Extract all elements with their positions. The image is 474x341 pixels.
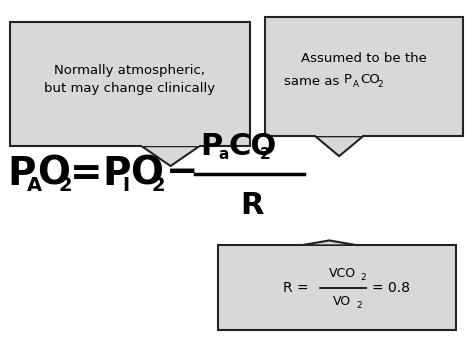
Text: 2: 2	[260, 147, 271, 162]
Text: 2: 2	[378, 80, 383, 89]
Text: 2: 2	[356, 301, 362, 310]
Text: 2: 2	[58, 176, 72, 195]
Text: O: O	[36, 155, 70, 193]
Text: 2: 2	[360, 273, 365, 282]
Text: −: −	[165, 153, 198, 191]
Text: VO: VO	[333, 295, 351, 308]
Text: VCO: VCO	[328, 267, 356, 280]
Text: CO: CO	[360, 73, 380, 86]
Text: P: P	[102, 155, 131, 193]
Text: CO: CO	[228, 132, 276, 161]
Text: R: R	[240, 191, 264, 220]
Polygon shape	[315, 136, 363, 156]
Text: same as: same as	[284, 75, 344, 88]
Polygon shape	[316, 133, 363, 136]
Text: P: P	[201, 132, 223, 161]
Text: Normally atmospheric,
but may change clinically: Normally atmospheric, but may change cli…	[44, 64, 216, 95]
Polygon shape	[301, 240, 358, 246]
Text: A: A	[353, 80, 359, 89]
FancyBboxPatch shape	[10, 22, 250, 146]
Polygon shape	[142, 143, 199, 146]
Text: =: =	[70, 155, 103, 193]
Polygon shape	[142, 146, 200, 166]
Text: = 0.8: = 0.8	[372, 281, 410, 295]
Polygon shape	[301, 246, 357, 248]
Text: P: P	[7, 155, 36, 193]
Text: A: A	[27, 176, 42, 195]
FancyBboxPatch shape	[218, 246, 456, 330]
Text: R =: R =	[283, 281, 308, 295]
Text: Assumed to be the: Assumed to be the	[301, 53, 427, 65]
FancyBboxPatch shape	[265, 17, 463, 136]
Text: P: P	[344, 73, 352, 86]
Text: 2: 2	[152, 176, 165, 195]
Text: I: I	[122, 176, 129, 195]
Text: a: a	[218, 147, 228, 162]
Text: O: O	[130, 155, 163, 193]
